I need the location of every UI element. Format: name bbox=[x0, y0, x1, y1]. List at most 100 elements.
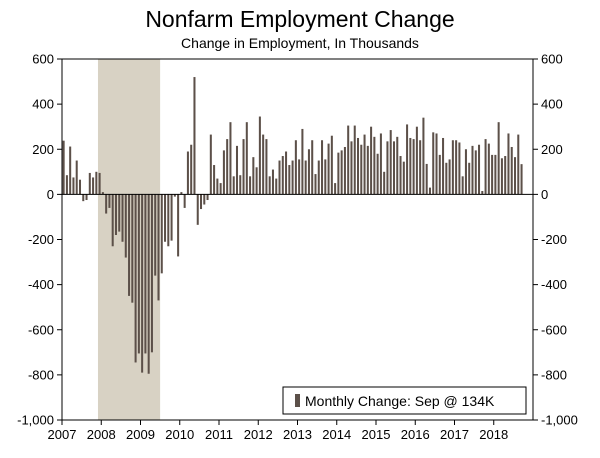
bar bbox=[219, 183, 222, 195]
bar bbox=[471, 145, 474, 195]
bar bbox=[206, 194, 209, 201]
y-tick-label-right: 400 bbox=[541, 97, 563, 112]
bar bbox=[464, 149, 467, 195]
x-tick-label: 2011 bbox=[205, 427, 233, 442]
bar bbox=[160, 194, 163, 274]
bar bbox=[435, 133, 438, 195]
bar bbox=[484, 139, 487, 195]
x-tick-label: 2017 bbox=[440, 427, 469, 442]
bar bbox=[311, 140, 314, 195]
bar bbox=[209, 134, 212, 195]
bar bbox=[275, 178, 278, 195]
chart-subtitle: Change in Employment, In Thousands bbox=[181, 35, 419, 51]
bar bbox=[108, 194, 111, 208]
legend: Monthly Change: Sep @ 134K bbox=[282, 386, 527, 415]
y-tick-label-left: 0 bbox=[47, 187, 54, 202]
bar bbox=[226, 139, 229, 195]
bar bbox=[137, 194, 140, 354]
bar bbox=[360, 144, 363, 195]
bar bbox=[186, 151, 189, 195]
x-tick-label: 2016 bbox=[401, 427, 430, 442]
x-tick-label: 2018 bbox=[479, 427, 508, 442]
bar bbox=[128, 194, 131, 296]
bar bbox=[510, 146, 513, 195]
bar bbox=[337, 152, 340, 195]
bar bbox=[517, 134, 520, 195]
bar bbox=[428, 187, 431, 195]
x-axis: 2007 2008 2009 2010 2011 2012 2013 2014 2015 2016… bbox=[48, 420, 508, 442]
bar bbox=[98, 172, 101, 195]
bar bbox=[409, 137, 412, 195]
bar bbox=[334, 183, 337, 195]
bar bbox=[399, 156, 402, 195]
y-tick-label-left: -800 bbox=[28, 367, 54, 382]
bar bbox=[321, 140, 324, 195]
bar bbox=[448, 159, 451, 195]
bar bbox=[343, 146, 346, 195]
bar bbox=[262, 134, 265, 195]
bar bbox=[180, 192, 183, 195]
x-tick-label: 2012 bbox=[244, 427, 273, 442]
bar bbox=[500, 158, 503, 195]
x-tick-label: 2013 bbox=[283, 427, 312, 442]
bar bbox=[379, 133, 382, 195]
y-axis-left: 600 400 200 0 -200 -400 -600 -800 -1,000 bbox=[17, 52, 62, 428]
bar bbox=[514, 157, 517, 195]
bar bbox=[134, 194, 137, 363]
bar bbox=[438, 154, 441, 195]
bar bbox=[402, 161, 405, 195]
bar bbox=[245, 122, 248, 195]
y-tick-label-right: -1,000 bbox=[541, 413, 578, 428]
bar bbox=[235, 145, 239, 195]
bar bbox=[370, 126, 373, 195]
bar bbox=[124, 194, 127, 258]
bar bbox=[415, 126, 418, 195]
bar bbox=[167, 194, 170, 247]
bar bbox=[298, 159, 301, 195]
bar bbox=[196, 194, 199, 225]
bar bbox=[69, 146, 72, 195]
bar bbox=[288, 165, 291, 195]
bar bbox=[307, 149, 310, 195]
bar bbox=[249, 176, 252, 195]
y-tick-label-left: -600 bbox=[28, 322, 54, 337]
bar bbox=[366, 145, 369, 195]
y-tick-label-right: -400 bbox=[541, 277, 567, 292]
bar bbox=[301, 128, 304, 195]
y-tick-label-left: -1,000 bbox=[17, 413, 54, 428]
bar bbox=[353, 125, 356, 195]
bar bbox=[291, 160, 294, 195]
bar bbox=[265, 139, 268, 195]
bar bbox=[412, 139, 415, 195]
bar bbox=[278, 160, 281, 195]
bar bbox=[121, 194, 124, 242]
bar bbox=[461, 176, 464, 195]
x-tick-label: 2015 bbox=[362, 427, 391, 442]
bar bbox=[425, 163, 428, 195]
bar bbox=[494, 154, 497, 195]
x-tick-label: 2008 bbox=[87, 427, 116, 442]
bar bbox=[144, 194, 147, 354]
y-axis-right: 600 400 200 0 -200 -400 -600 -800 -1,000 bbox=[533, 52, 578, 428]
bar bbox=[190, 144, 193, 195]
bar bbox=[330, 135, 333, 195]
bar bbox=[383, 171, 386, 195]
bar bbox=[324, 159, 327, 195]
bar bbox=[314, 174, 317, 195]
bar bbox=[75, 160, 78, 195]
bar bbox=[376, 153, 379, 195]
bar bbox=[85, 194, 88, 201]
bar bbox=[118, 194, 121, 232]
bar bbox=[242, 139, 245, 195]
bar bbox=[78, 179, 82, 195]
bar bbox=[203, 194, 206, 205]
bar bbox=[82, 194, 85, 202]
bar bbox=[252, 157, 255, 195]
bar bbox=[451, 140, 454, 195]
bar bbox=[72, 177, 75, 195]
bar bbox=[468, 162, 471, 195]
bar bbox=[406, 124, 409, 195]
bar bbox=[177, 194, 180, 257]
